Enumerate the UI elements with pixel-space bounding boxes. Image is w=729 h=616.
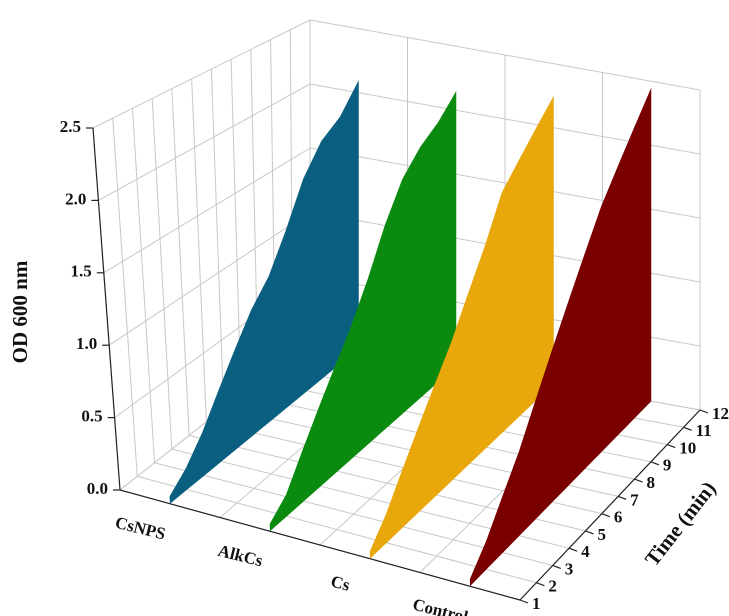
x-tick: [683, 426, 692, 431]
x-tick: [667, 443, 676, 449]
x-tick: [585, 530, 594, 535]
grid-line: [92, 19, 311, 129]
y-tick-label: 0.5: [81, 407, 102, 426]
x-tick-label: 11: [696, 421, 712, 440]
ribbon: [169, 79, 359, 504]
category-label: Cs: [329, 572, 352, 595]
x-tick-label: 5: [597, 525, 606, 544]
x-tick: [536, 582, 545, 587]
y-axis-title: OD 600 nm: [8, 260, 32, 363]
y-tick-label: 1.5: [71, 262, 92, 281]
x-tick-label: 12: [712, 404, 729, 423]
grid-line: [171, 88, 190, 436]
x-tick-label: 8: [647, 473, 656, 492]
x-tick-label: 6: [614, 508, 623, 527]
x-tick: [617, 495, 627, 500]
grid-line: [191, 78, 207, 422]
x-tick: [552, 564, 561, 570]
grid-line: [103, 147, 311, 274]
x-tick-label: 1: [532, 594, 541, 613]
x-tick: [650, 461, 660, 466]
x-tick: [519, 599, 529, 604]
x-tick-label: 3: [565, 559, 574, 578]
x-tick: [601, 513, 611, 518]
y-tick-label: 0.0: [87, 479, 108, 498]
axis-line: [119, 489, 521, 601]
axis-line: [92, 127, 121, 491]
x-tick: [634, 478, 643, 483]
y-tick-label: 1.0: [76, 334, 97, 353]
grid-line: [210, 69, 225, 409]
category-label: AlkCs: [216, 541, 265, 570]
grid-line: [131, 108, 156, 463]
x-tick-label: 9: [663, 456, 672, 475]
grid-line: [98, 83, 311, 201]
x-tick: [568, 547, 578, 552]
grid-line: [151, 98, 173, 450]
ribbon: [269, 91, 457, 532]
category-label: Control: [411, 595, 471, 616]
x-tick-label: 2: [548, 577, 557, 596]
x-tick-label: 7: [630, 490, 639, 509]
y-tick-label: 2.0: [65, 189, 86, 208]
category-label: CsNPS: [113, 513, 167, 544]
x-tick: [699, 409, 709, 414]
grid-line: [112, 118, 138, 477]
ribbon: [469, 87, 652, 587]
x-tick-label: 4: [581, 542, 590, 561]
axis-line: [519, 409, 701, 601]
grid-line: [108, 211, 311, 346]
x-tick-label: 10: [679, 438, 696, 457]
y-tick-label: 2.5: [60, 117, 81, 136]
ribbon: [369, 95, 554, 559]
